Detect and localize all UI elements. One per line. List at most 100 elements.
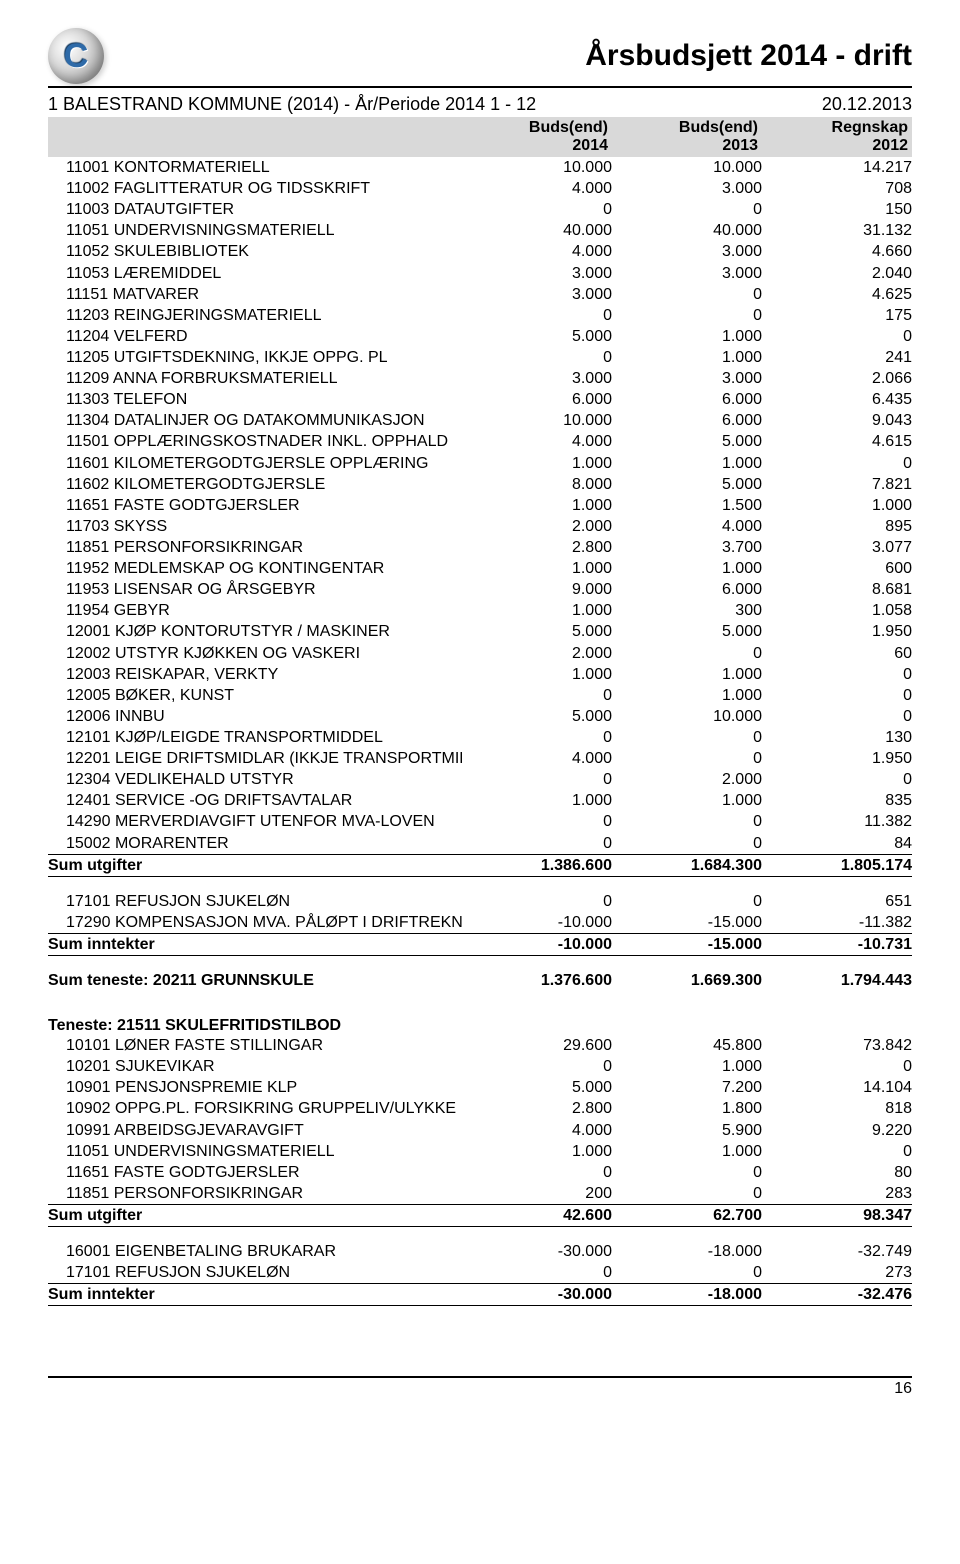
rows-block-c: 10101 LØNER FASTE STILLINGAR29.60045.800… — [48, 1035, 912, 1204]
table-row: 11651 FASTE GODTGJERSLER1.0001.5001.000 — [48, 495, 912, 516]
row-c1: 0 — [462, 769, 612, 790]
logo: C — [48, 28, 104, 84]
row-c1: 2.800 — [462, 537, 612, 558]
table-row: 17290 KOMPENSASJON MVA. PÅLØPT I DRIFTRE… — [48, 912, 912, 933]
row-c2: 3.000 — [612, 263, 762, 284]
row-c2: 5.000 — [612, 474, 762, 495]
row-desc: 12006 INNBU — [48, 706, 462, 727]
row-desc: 11051 UNDERVISNINGSMATERIELL — [48, 1141, 462, 1162]
row-c3: 600 — [762, 558, 912, 579]
row-c1: 200 — [462, 1183, 612, 1204]
row-c2: 6.000 — [612, 579, 762, 600]
row-c1: 0 — [462, 199, 612, 220]
table-row: 11954 GEBYR1.0003001.058 — [48, 600, 912, 621]
table-row: 12101 KJØP/LEIGDE TRANSPORTMIDDEL00130 — [48, 727, 912, 748]
row-c3: 0 — [762, 326, 912, 347]
row-c3: 130 — [762, 727, 912, 748]
sum-utgifter-a: Sum utgifter 1.386.600 1.684.300 1.805.1… — [48, 854, 912, 877]
row-c1: 0 — [462, 833, 612, 854]
row-c3: 14.104 — [762, 1077, 912, 1098]
row-c1: 3.000 — [462, 368, 612, 389]
table-row: 11209 ANNA FORBRUKSMATERIELL3.0003.0002.… — [48, 368, 912, 389]
row-c2: 0 — [612, 643, 762, 664]
footer: 16 — [48, 1376, 912, 1398]
row-desc: 11953 LISENSAR OG ÅRSGEBYR — [48, 579, 462, 600]
table-row: 15002 MORARENTER0084 — [48, 833, 912, 854]
row-c2: 0 — [612, 811, 762, 832]
row-c3: 1.950 — [762, 748, 912, 769]
table-row: 11601 KILOMETERGODTGJERSLE OPPLÆRING1.00… — [48, 453, 912, 474]
row-c2: 300 — [612, 600, 762, 621]
row-c1: 8.000 — [462, 474, 612, 495]
table-row: 16001 EIGENBETALING BRUKARAR-30.000-18.0… — [48, 1241, 912, 1262]
row-desc: 11601 KILOMETERGODTGJERSLE OPPLÆRING — [48, 453, 462, 474]
table-row: 11651 FASTE GODTGJERSLER0080 — [48, 1162, 912, 1183]
row-c2: 1.000 — [612, 685, 762, 706]
row-c3: 31.132 — [762, 220, 912, 241]
subtitle-left: 1 BALESTRAND KOMMUNE (2014) - År/Periode… — [48, 94, 536, 115]
row-c1: 1.000 — [462, 495, 612, 516]
table-row: 12001 KJØP KONTORUTSTYR / MASKINER5.0005… — [48, 621, 912, 642]
row-desc: 11209 ANNA FORBRUKSMATERIELL — [48, 368, 462, 389]
table-row: 10902 OPPG.PL. FORSIKRING GRUPPELIV/ULYK… — [48, 1098, 912, 1119]
sum-utgifter-c: Sum utgifter 42.600 62.700 98.347 — [48, 1204, 912, 1227]
table-row: 11602 KILOMETERGODTGJERSLE8.0005.0007.82… — [48, 474, 912, 495]
row-c3: 0 — [762, 706, 912, 727]
row-c3: 4.615 — [762, 431, 912, 452]
row-c3: 8.681 — [762, 579, 912, 600]
row-c2: 6.000 — [612, 410, 762, 431]
row-c2: 0 — [612, 727, 762, 748]
rows-block-b: 17101 REFUSJON SJUKELØN0065117290 KOMPEN… — [48, 891, 912, 933]
table-row: 11051 UNDERVISNINGSMATERIELL1.0001.0000 — [48, 1141, 912, 1162]
row-c1: 2.800 — [462, 1098, 612, 1119]
row-c3: 11.382 — [762, 811, 912, 832]
row-c2: 1.000 — [612, 790, 762, 811]
column-headers: Buds(end) Buds(end) Regnskap 2014 2013 2… — [48, 117, 912, 157]
row-c1: 0 — [462, 347, 612, 368]
table-row: 11703 SKYSS2.0004.000895 — [48, 516, 912, 537]
row-c2: 6.000 — [612, 389, 762, 410]
row-desc: 11954 GEBYR — [48, 600, 462, 621]
row-c2: 5.000 — [612, 431, 762, 452]
row-c2: -18.000 — [612, 1241, 762, 1262]
row-c1: 0 — [462, 305, 612, 326]
table-row: 11001 KONTORMATERIELL10.00010.00014.217 — [48, 157, 912, 178]
row-c1: 0 — [462, 1162, 612, 1183]
row-c2: 45.800 — [612, 1035, 762, 1056]
row-desc: 11002 FAGLITTERATUR OG TIDSSKRIFT — [48, 178, 462, 199]
row-c2: 3.700 — [612, 537, 762, 558]
row-c2: 4.000 — [612, 516, 762, 537]
row-c3: 1.058 — [762, 600, 912, 621]
sum-teneste: Sum teneste: 20211 GRUNNSKULE 1.376.600 … — [48, 970, 912, 991]
row-desc: 11003 DATAUTGIFTER — [48, 199, 462, 220]
header: C Årsbudsjett 2014 - drift — [48, 28, 912, 88]
sum-inntekter-b: Sum inntekter -10.000 -15.000 -10.731 — [48, 933, 912, 956]
table-row: 10991 ARBEIDSGJEVARAVGIFT4.0005.9009.220 — [48, 1120, 912, 1141]
row-desc: 11651 FASTE GODTGJERSLER — [48, 1162, 462, 1183]
row-desc: 11001 KONTORMATERIELL — [48, 157, 462, 178]
row-c1: 29.600 — [462, 1035, 612, 1056]
row-c2: 0 — [612, 199, 762, 220]
row-c1: -10.000 — [462, 912, 612, 933]
row-c3: 818 — [762, 1098, 912, 1119]
row-c1: -30.000 — [462, 1241, 612, 1262]
row-c3: 7.821 — [762, 474, 912, 495]
row-desc: 12201 LEIGE DRIFTSMIDLAR (IKKJE TRANSPOR… — [48, 748, 462, 769]
row-desc: 12002 UTSTYR KJØKKEN OG VASKERI — [48, 643, 462, 664]
row-desc: 11501 OPPLÆRINGSKOSTNADER INKL. OPPHALD — [48, 431, 462, 452]
rows-block-d: 16001 EIGENBETALING BRUKARAR-30.000-18.0… — [48, 1241, 912, 1283]
row-c3: 3.077 — [762, 537, 912, 558]
table-row: 10901 PENSJONSPREMIE KLP5.0007.20014.104 — [48, 1077, 912, 1098]
row-desc: 11304 DATALINJER OG DATAKOMMUNIKASJON — [48, 410, 462, 431]
table-row: 10101 LØNER FASTE STILLINGAR29.60045.800… — [48, 1035, 912, 1056]
table-row: 12005 BØKER, KUNST01.0000 — [48, 685, 912, 706]
row-desc: 11952 MEDLEMSKAP OG KONTINGENTAR — [48, 558, 462, 579]
row-c3: 273 — [762, 1262, 912, 1283]
table-row: 11952 MEDLEMSKAP OG KONTINGENTAR1.0001.0… — [48, 558, 912, 579]
row-c3: 1.000 — [762, 495, 912, 516]
row-desc: 11053 LÆREMIDDEL — [48, 263, 462, 284]
table-row: 11851 PERSONFORSIKRINGAR2000283 — [48, 1183, 912, 1204]
row-desc: 11051 UNDERVISNINGSMATERIELL — [48, 220, 462, 241]
row-c2: 40.000 — [612, 220, 762, 241]
row-c1: 0 — [462, 1262, 612, 1283]
